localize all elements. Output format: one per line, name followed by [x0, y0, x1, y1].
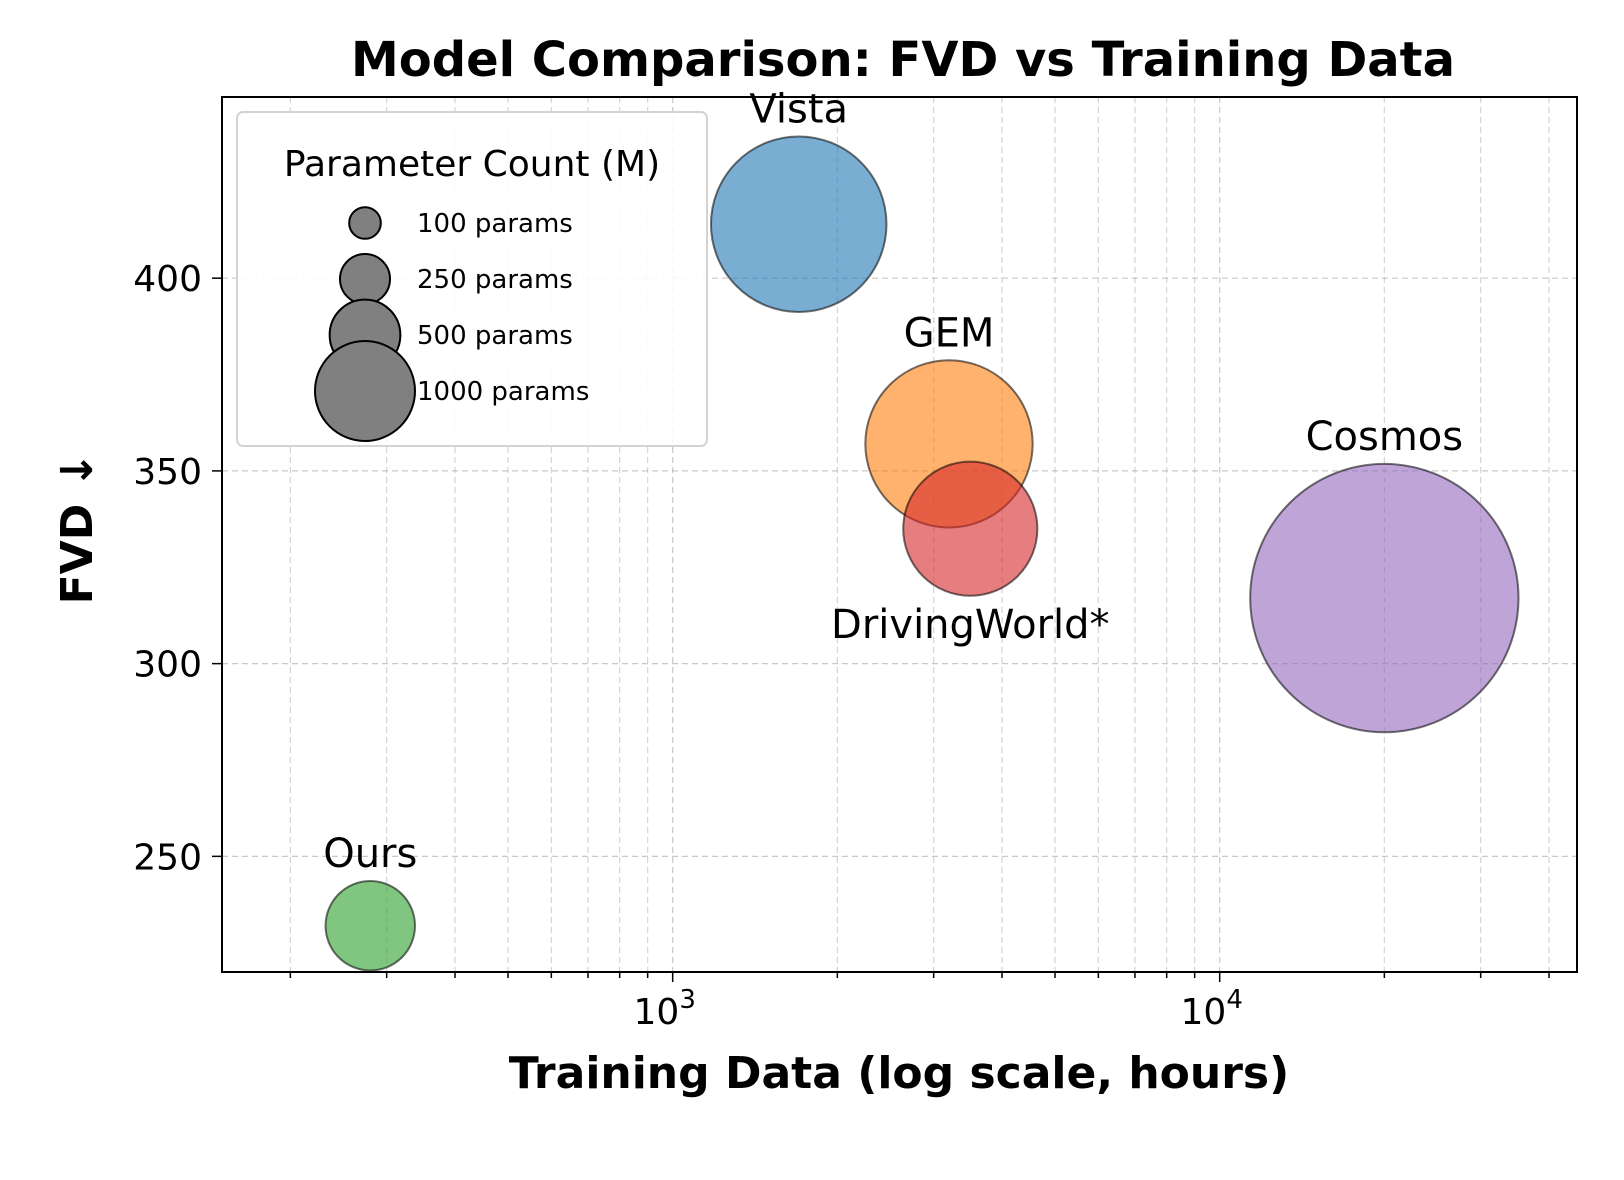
- y-axis-label: FVD ↓: [52, 452, 103, 605]
- bubble-ours: [324, 880, 416, 972]
- bubble-cosmos: [1249, 462, 1520, 734]
- plot-frame: [221, 96, 1578, 973]
- x-axis-label: Training Data (log scale, hours): [509, 1048, 1289, 1099]
- chart-title: Model Comparison: FVD vs Training Data: [351, 32, 1455, 88]
- point-label: DrivingWorld*: [831, 602, 1110, 648]
- legend-title: Parameter Count (M): [284, 144, 660, 185]
- bubble-drivingworld: [902, 460, 1039, 597]
- legend-entry-label: 250 params: [417, 265, 573, 295]
- y-tick-label: 250: [133, 837, 202, 878]
- legend-marker: [348, 206, 382, 240]
- size-legend: Parameter Count (M) 100 params 250 params…: [236, 111, 708, 447]
- data-points: [324, 135, 1520, 972]
- legend-marker: [314, 340, 416, 442]
- point-label: GEM: [904, 310, 995, 356]
- legend-marker: [339, 253, 391, 305]
- x-tick-label: 104: [1181, 985, 1243, 1033]
- legend-entries: 100 params 250 params 500 params 1000 param…: [314, 206, 589, 442]
- point-labels: Vista GEM DrivingWorld* Cosmos Ours: [323, 86, 1463, 877]
- axis-ticks: 250 300 350 400 103 104: [133, 259, 1550, 1033]
- point-label: Ours: [323, 831, 417, 877]
- x-tick-label: 103: [634, 985, 696, 1033]
- y-tick-label: 350: [133, 452, 202, 493]
- y-tick-label: 400: [133, 259, 202, 300]
- legend-entry-label: 500 params: [417, 321, 573, 351]
- legend-entry-label: 1000 params: [417, 377, 589, 407]
- legend-entry-label: 100 params: [417, 209, 573, 239]
- point-label: Cosmos: [1306, 414, 1464, 460]
- bubble-vista: [709, 135, 888, 313]
- y-tick-label: 300: [133, 645, 202, 686]
- point-label: Vista: [749, 86, 848, 132]
